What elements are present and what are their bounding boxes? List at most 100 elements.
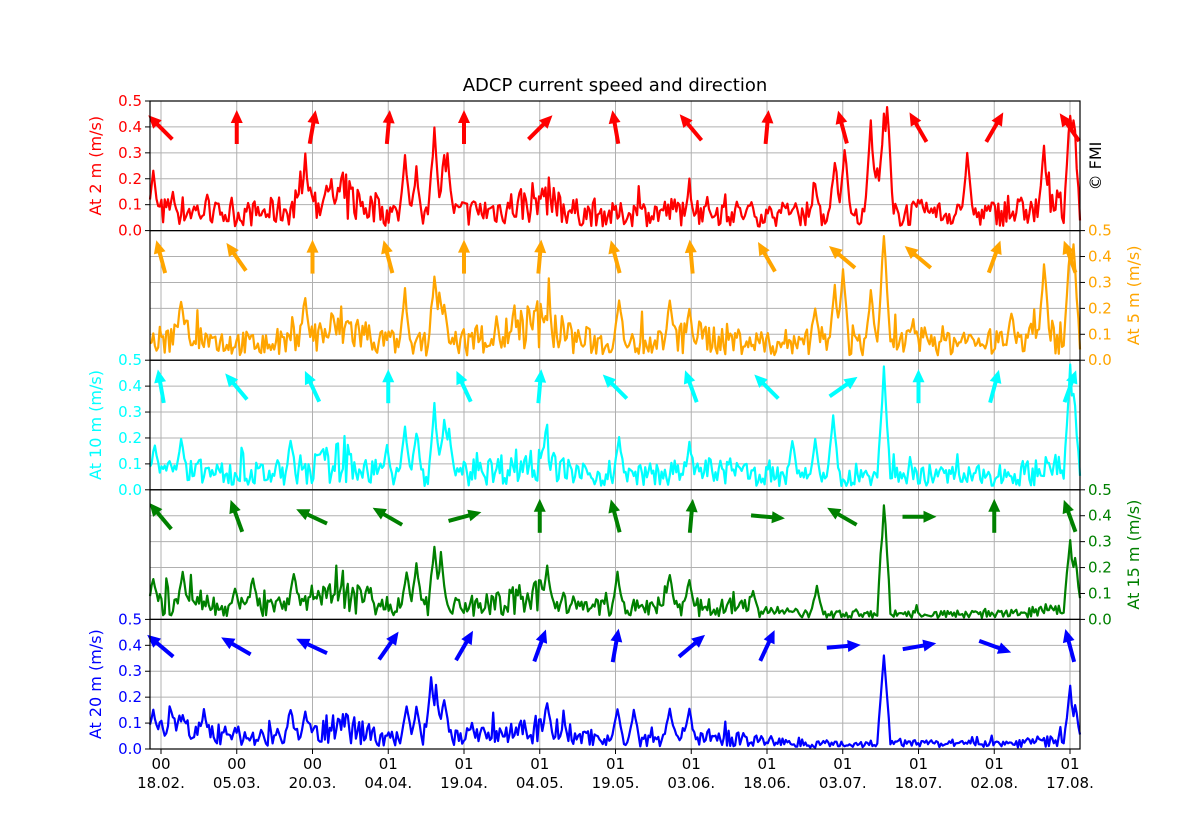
y-tick-label: 0.4: [1088, 248, 1112, 266]
direction-arrow: [382, 110, 395, 145]
y-tick-label: 0.4: [118, 636, 142, 654]
x-tick-date-label: 18.02.: [137, 774, 185, 792]
y-tick-label: 0.4: [118, 118, 142, 136]
direction-arrow: [986, 240, 1002, 274]
y-tick-label: 0.5: [118, 610, 142, 628]
y-tick-label: 0.2: [1088, 299, 1112, 317]
y-axis-label: At 15 m (m/s): [1124, 500, 1143, 610]
y-tick-label: 0.4: [118, 377, 142, 395]
direction-arrow: [229, 499, 245, 533]
y-tick-label: 0.5: [1088, 481, 1112, 499]
direction-arrow: [685, 498, 698, 533]
direction-arrow: [382, 369, 395, 404]
direction-arrow: [304, 370, 322, 403]
y-tick-label: 0.0: [118, 222, 142, 240]
x-tick-hour-label: 01: [757, 755, 776, 773]
x-tick-date-label: 18.06.: [743, 774, 791, 792]
panel-5: 0.0 0.1 0.2 0.3 0.4 0.5 At 20 m (m/s): [86, 610, 1082, 758]
x-tick-date-label: 03.07.: [819, 774, 867, 792]
x-tick-hour-label: 00: [151, 755, 170, 773]
direction-arrow: [677, 634, 706, 659]
x-tick-hour-label: 00: [227, 755, 246, 773]
direction-arrow: [902, 510, 937, 523]
direction-arrow: [754, 374, 780, 400]
direction-arrow: [988, 498, 1001, 533]
direction-arrow: [761, 110, 774, 145]
y-tick-label: 0.1: [1088, 325, 1112, 343]
direction-arrow: [221, 637, 252, 657]
y-tick-label: 0.4: [1088, 507, 1112, 525]
direction-arrow: [902, 639, 937, 652]
x-tick-date-label: 17.08.: [1046, 774, 1094, 792]
y-tick-label: 0.1: [118, 455, 142, 473]
x-tick-hour-label: 01: [454, 755, 473, 773]
y-tick-label: 0.5: [118, 92, 142, 110]
direction-arrow: [608, 240, 622, 274]
x-tick-hour-label: 01: [985, 755, 1004, 773]
panel-2: 0.0 0.1 0.2 0.3 0.4 0.5 At 5 m (m/s): [149, 222, 1143, 369]
y-tick-label: 0.2: [1088, 559, 1112, 577]
series-line: [149, 235, 1082, 357]
x-tick-date-label: 18.07.: [895, 774, 943, 792]
direction-arrow: [230, 110, 243, 144]
x-tick-hour-label: 00: [303, 755, 322, 773]
x-tick-date-label: 03.06.: [667, 774, 715, 792]
x-tick-date-label: 19.05.: [592, 774, 640, 792]
chart-panels: 0.00.10.20.30.40.5At 2 m (m/s)0.00.10.20…: [86, 92, 1143, 758]
direction-arrow: [608, 110, 621, 145]
series-line: [148, 105, 1082, 228]
x-tick-date-label: 02.08.: [970, 774, 1018, 792]
direction-arrow: [148, 115, 174, 141]
direction-arrow: [456, 370, 473, 403]
y-axis-label: At 10 m (m/s): [86, 370, 105, 480]
direction-arrow: [527, 115, 553, 141]
direction-arrow: [153, 240, 168, 274]
direction-arrow: [679, 114, 704, 142]
x-tick-hour-label: 01: [909, 755, 928, 773]
x-tick-hour-label: 01: [530, 755, 549, 773]
x-tick-date-label: 04.05.: [516, 774, 564, 792]
x-axis: 0018.02.0005.03.0020.03.0104.04.0119.04.…: [137, 749, 1094, 792]
direction-arrow: [828, 246, 857, 270]
x-tick-hour-label: 01: [606, 755, 625, 773]
direction-arrow: [306, 239, 319, 274]
direction-arrow: [448, 509, 482, 523]
direction-arrow: [750, 511, 785, 524]
direction-arrow: [827, 507, 858, 527]
panel-1: 0.0 0.1 0.2 0.3 0.4 0.5 At 2 m (m/s): [86, 92, 1082, 240]
y-tick-label: 0.1: [118, 196, 142, 214]
direction-arrow: [988, 369, 1002, 404]
direction-arrow: [533, 498, 546, 533]
x-tick-date-label: 20.03.: [289, 774, 337, 792]
direction-arrow: [149, 503, 173, 531]
direction-arrow: [828, 376, 858, 399]
y-tick-label: 0.3: [118, 144, 142, 162]
direction-arrow: [602, 374, 629, 400]
direction-arrow: [147, 634, 175, 659]
y-tick-label: 0.2: [118, 688, 142, 706]
y-tick-label: 0.2: [118, 170, 142, 188]
direction-arrow: [912, 369, 925, 404]
direction-arrow: [1062, 499, 1078, 533]
y-tick-label: 0.5: [118, 351, 142, 369]
direction-arrow: [154, 369, 167, 404]
direction-arrow: [1062, 240, 1078, 274]
direction-arrow: [610, 628, 623, 663]
direction-arrow: [909, 112, 929, 143]
direction-arrow: [758, 242, 777, 273]
y-tick-label: 0.3: [1088, 273, 1112, 291]
direction-arrow: [1062, 629, 1077, 663]
direction-arrow: [377, 631, 399, 661]
direction-arrow: [454, 630, 473, 662]
y-axis-label: At 2 m (m/s): [86, 116, 105, 216]
y-tick-label: 0.0: [118, 481, 142, 499]
x-tick-date-label: 05.03.: [213, 774, 261, 792]
direction-arrow: [226, 242, 248, 272]
x-tick-date-label: 04.04.: [364, 774, 412, 792]
series-line: [148, 504, 1082, 620]
x-tick-hour-label: 01: [833, 755, 852, 773]
direction-arrow: [296, 638, 328, 655]
direction-arrow: [758, 630, 775, 662]
direction-arrow: [458, 110, 470, 144]
direction-arrow: [984, 112, 1004, 143]
